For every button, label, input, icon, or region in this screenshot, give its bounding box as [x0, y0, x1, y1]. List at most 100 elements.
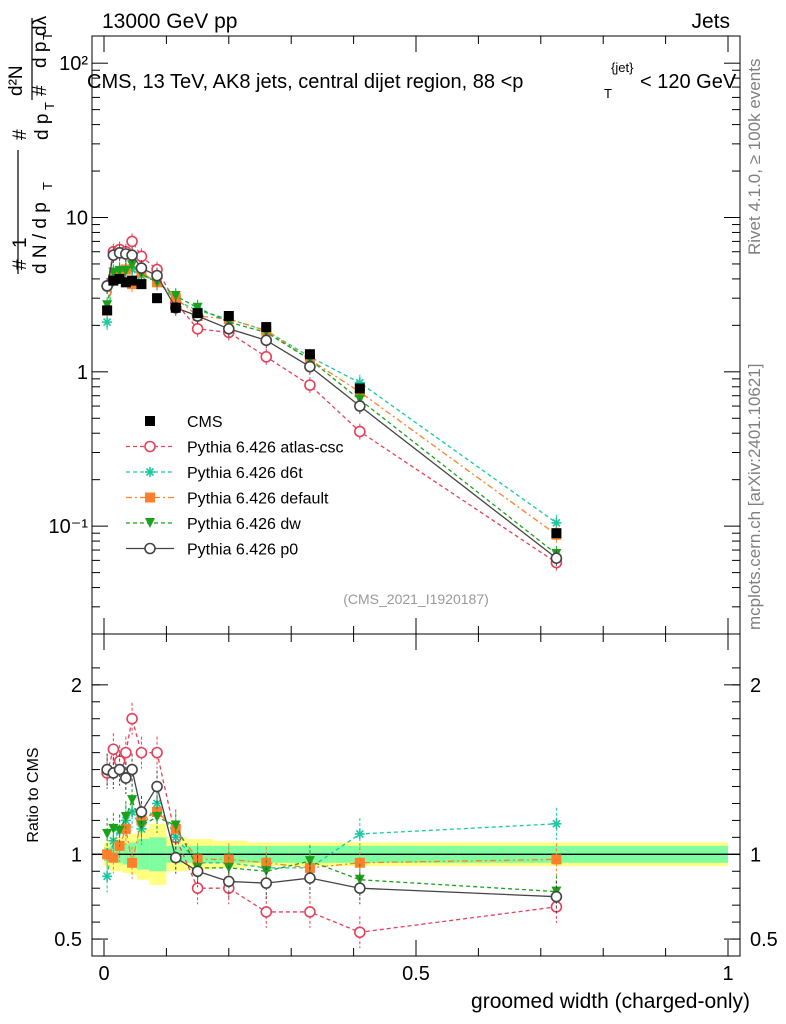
- ratio-point-3: [170, 820, 181, 831]
- x-axis-label: groomed width (charged-only): [471, 990, 750, 1013]
- y-tick-label-ratio: 1: [71, 844, 82, 866]
- svg-text:d²N: d²N: [6, 65, 27, 96]
- x-tick-label: 1: [722, 963, 733, 985]
- series-point-3: [120, 266, 131, 277]
- reference-point: [152, 293, 163, 304]
- y-tick-label-main: 10⁻¹: [49, 516, 89, 538]
- ratio-point-4: [151, 780, 163, 793]
- analysis-tag: (CMS_2021_I1920187): [343, 591, 489, 607]
- svg-text:1: 1: [10, 237, 31, 248]
- series-point-0: [260, 351, 273, 363]
- y-tick-label-ratio: 2: [71, 675, 82, 697]
- reference-point: [114, 273, 125, 284]
- series-point-0: [354, 425, 366, 438]
- ratio-point-4: [354, 882, 366, 895]
- ratio-point-3: [136, 820, 147, 831]
- series-point-4: [223, 322, 235, 335]
- ratio-point-1: [354, 828, 365, 839]
- reference-point: [102, 305, 113, 316]
- series-point-4: [260, 334, 273, 347]
- svg-text:T: T: [40, 32, 55, 40]
- ratio-point-0: [135, 746, 148, 759]
- mcplots-label: mcplots.cern.ch [arXiv:2401.10621]: [745, 364, 764, 630]
- svg-text:CMS, 13 TeV, AK8 jets, central: CMS, 13 TeV, AK8 jets, central dijet reg…: [87, 71, 523, 93]
- ratio-point-3: [120, 812, 131, 823]
- legend-label: Pythia 6.426 dw: [187, 516, 301, 533]
- series-point-4: [354, 400, 366, 412]
- ratio-point-0: [126, 712, 138, 725]
- reference-point: [120, 277, 131, 288]
- ratio-point-4: [169, 851, 182, 864]
- series-point-3: [102, 300, 113, 311]
- y-tick-label-ratio-right: 1: [750, 844, 761, 866]
- ratio-point-3: [152, 812, 163, 823]
- ratio-point-0: [304, 906, 316, 918]
- y-tick-label-ratio: 0.5: [54, 929, 82, 951]
- header-left: 13000 GeV pp: [102, 10, 237, 33]
- ratio-point-4: [260, 877, 273, 889]
- ratio-point-2: [551, 854, 562, 865]
- series-point-3: [127, 260, 138, 271]
- series-point-1: [551, 517, 562, 528]
- reference-point: [304, 349, 315, 360]
- svg-text:T: T: [42, 102, 57, 110]
- ratio-point-1: [551, 818, 562, 829]
- series-point-3: [192, 302, 203, 313]
- x-tick-label: 0: [98, 963, 109, 985]
- y-axis-label-ratio: Ratio to CMS: [25, 747, 42, 842]
- series-point-4: [304, 360, 316, 373]
- legend-marker: [145, 416, 155, 426]
- ratio-point-2: [108, 852, 119, 863]
- y-tick-label-ratio-right: 2: [750, 675, 761, 697]
- x-tick-label: 0.5: [402, 963, 430, 985]
- svg-text:d p: d p: [32, 114, 53, 140]
- reference-point: [170, 302, 181, 313]
- reference-point: [108, 275, 119, 286]
- legend-marker: [144, 440, 156, 453]
- ratio-point-3: [127, 795, 138, 806]
- reference-point: [261, 322, 272, 333]
- legend-label: CMS: [187, 414, 223, 431]
- series-point-1: [102, 317, 113, 328]
- svg-text:d p: d p: [30, 42, 51, 68]
- series-point-0: [126, 235, 138, 248]
- ratio-point-4: [120, 772, 132, 784]
- legend-marker: [145, 518, 155, 528]
- ratio-point-3: [304, 856, 315, 867]
- legend-marker: [145, 492, 155, 503]
- y-tick-label-ratio-right: 0.5: [750, 929, 778, 951]
- reference-point: [551, 528, 562, 539]
- svg-text:< 120 GeV: < 120 GeV: [640, 71, 737, 93]
- legend-marker: [145, 467, 155, 477]
- legend-label: Pythia 6.426 atlas-csc: [187, 440, 344, 457]
- ratio-point-0: [107, 743, 120, 756]
- svg-text:T: T: [604, 86, 612, 101]
- reference-point: [127, 275, 138, 286]
- series-point-4: [135, 262, 148, 274]
- ratio-point-2: [354, 857, 365, 868]
- legend: CMS Pythia 6.426 atlas-csc Pythia 6.426 d6…: [126, 414, 344, 559]
- series-point-4: [126, 249, 138, 261]
- reference-point: [192, 308, 203, 319]
- y-tick-label-main: 1: [77, 362, 88, 384]
- svg-text:d N / d p: d N / d p: [30, 202, 51, 274]
- ratio-point-4: [550, 890, 563, 903]
- svg-text:#: #: [10, 129, 31, 140]
- ratio-point-0: [354, 926, 366, 939]
- ratio-point-4: [304, 872, 316, 884]
- ratio-point-0: [151, 746, 163, 759]
- legend-label: Pythia 6.426 default: [187, 491, 329, 508]
- y-tick-label-main: 10: [66, 207, 88, 229]
- legend-label: Pythia 6.426 p0: [187, 542, 298, 559]
- ratio-point-2: [102, 849, 113, 860]
- ratio-panel: 0.5 0.5 1 1 2 2 0 0.5 1: [54, 633, 778, 985]
- ratio-point-4: [126, 763, 138, 776]
- legend-marker: [144, 542, 156, 555]
- ratio-frame: [91, 633, 741, 957]
- main-panel: 10⁻¹ 1 10 10² CMS, 13 TeV, AK8 jets, centra…: [49, 35, 741, 635]
- series-point-0: [304, 379, 316, 391]
- ratio-point-4: [191, 865, 204, 878]
- ratio-point-2: [127, 857, 138, 868]
- series-point-4: [151, 269, 163, 282]
